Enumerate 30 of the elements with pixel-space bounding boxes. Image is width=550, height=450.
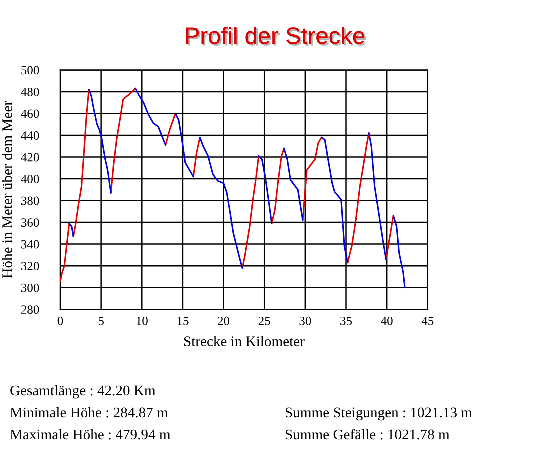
x-tick-label: 0 [58, 316, 64, 326]
y-tick-label: 480 [21, 88, 40, 96]
y-tick-label: 400 [21, 175, 40, 184]
y-axis-title: Höhe in Meter über dem Meer [2, 101, 12, 278]
x-tick-label: 40 [381, 316, 393, 326]
y-tick-label: 280 [21, 306, 40, 314]
text: Maximale Höhe : 479.94 m [10, 429, 171, 440]
text: Summe Steigungen : 1021.13 m [286, 408, 472, 421]
x-tick-label: 20 [218, 316, 230, 326]
y-tick-label: 460 [21, 110, 40, 118]
x-tick-label: 5 [98, 317, 104, 326]
y-tick-label: 420 [21, 153, 40, 162]
y-tick-label: 500 [22, 66, 40, 75]
text: Summe Gefälle : 1021.78 m [286, 429, 450, 440]
x-tick-label: 45 [422, 316, 434, 326]
y-tick-label: 440 [21, 132, 40, 140]
x-tick-label: 15 [178, 316, 189, 326]
y-tick-label: 380 [22, 196, 40, 206]
y-tick-label: 340 [22, 240, 40, 249]
y-tick-label: 300 [22, 284, 40, 292]
x-tick-label: 10 [136, 316, 148, 326]
chart-title: Profil der Strecke [186, 26, 366, 46]
x-tick-label: 35 [340, 316, 352, 326]
text: Minimale Höhe : 284.87 m [10, 407, 168, 418]
text: Gesamtlänge : 42.20 Km [10, 385, 156, 399]
y-tick-label: 320 [22, 262, 40, 271]
x-tick-label: 30 [300, 316, 312, 326]
x-tick-label: 25 [258, 316, 270, 326]
x-axis-title: Strecke in Kilometer [184, 336, 305, 346]
y-tick-label: 360 [22, 218, 40, 228]
